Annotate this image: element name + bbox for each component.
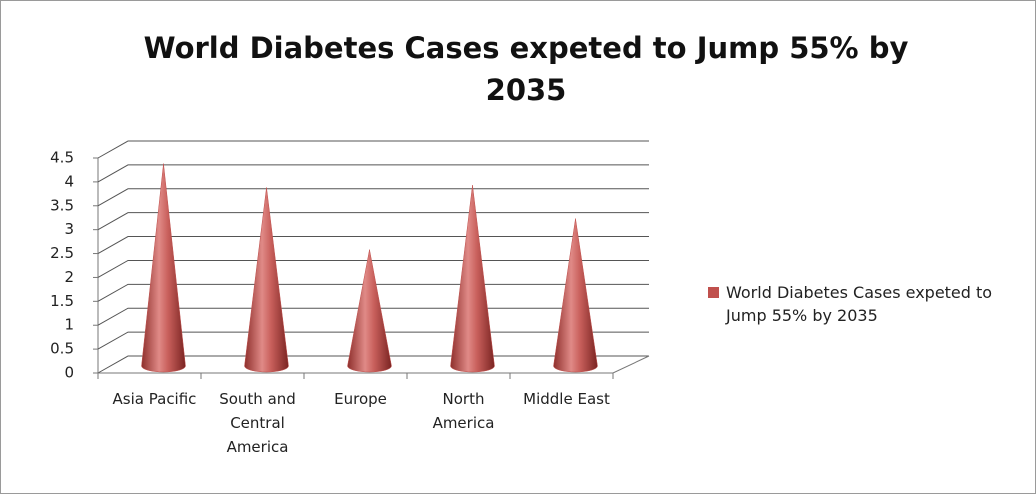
y-tick-label: 1.5 [50,292,74,310]
x-tick-label: South and Central America [219,390,296,456]
chart-title: World Diabetes Cases expeted to Jump 55%… [143,31,909,107]
bar [553,218,598,373]
bar [141,163,186,373]
x-tick-label: Asia Pacific [112,390,197,408]
y-tick-label: 4.5 [50,149,74,167]
grid-line [97,164,649,183]
x-tick-label: North America [432,390,495,432]
grid-line [97,212,649,231]
bar [450,185,495,373]
grid-line [97,188,649,207]
y-tick-label: 0.5 [50,340,74,358]
legend-label: World Diabetes Cases expeted to Jump 55%… [726,283,993,325]
y-tick-label: 0 [64,364,74,382]
y-tick-label: 4 [64,172,74,190]
bar [244,187,289,373]
y-tick-label: 3.5 [50,196,74,214]
legend-swatch [708,287,719,298]
x-tick-label: Middle East [523,390,610,408]
y-tick-label: 2.5 [50,244,74,262]
x-tick-label: Europe [334,390,387,408]
grid-line [97,140,649,159]
y-tick-label: 1 [64,316,74,334]
bar [347,249,392,373]
grid-line [97,236,649,254]
y-tick-label: 3 [64,220,74,238]
y-tick-label: 2 [64,268,74,286]
